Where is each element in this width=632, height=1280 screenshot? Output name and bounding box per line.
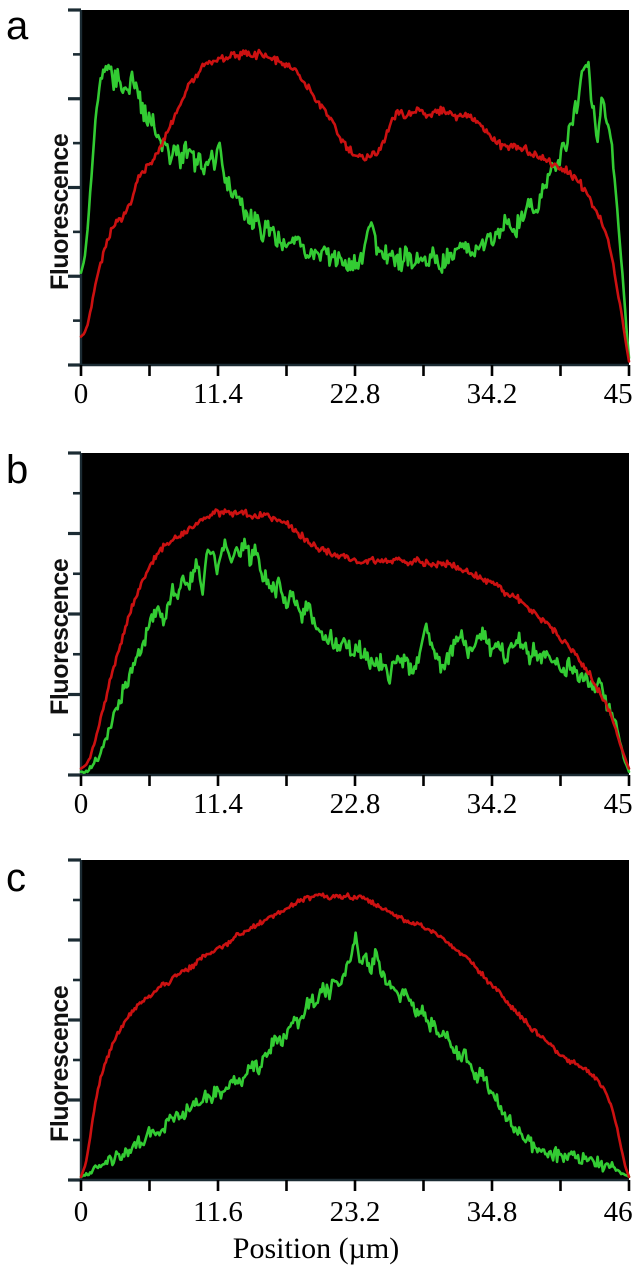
panel-a: a Fluorescence 011.422.834.245.2: [0, 0, 632, 430]
x-tick-label-a-0: 0: [74, 378, 89, 410]
plot-background-c: [81, 860, 629, 1180]
panel-b: b Fluorescence 011.422.834.245.2: [0, 440, 632, 850]
x-tick-label-c-2: 23.2: [330, 1196, 381, 1228]
panel-a-plot: 0 11.4 22.8 34.2 45.2: [68, 8, 632, 410]
panel-b-letter: b: [6, 448, 29, 492]
series-red-a: [79, 48, 631, 363]
series-green-c: [79, 931, 631, 1179]
x-tick-label-c-0: 0: [74, 1196, 89, 1228]
panel-c-letter: c: [6, 856, 26, 900]
series-green-b: [79, 537, 631, 775]
panel-a-letter: a: [6, 4, 29, 48]
x-tick-label-a-2: 22.8: [330, 378, 381, 410]
series-red-c: [79, 892, 631, 1179]
x-tick-label-b-4: 45.2: [604, 788, 632, 820]
panel-c: c Fluorescence 011.623.234.846.4 Positio…: [0, 850, 632, 1280]
x-tick-label-b-2: 22.8: [330, 788, 381, 820]
x-tick-label-c-1: 11.6: [193, 1196, 243, 1228]
panel-b-plot: 0 11.4 22.8 34.2 45.2: [68, 451, 632, 820]
x-tick-label-a-1: 11.4: [193, 378, 243, 410]
x-tick-label-a-3: 34.2: [467, 378, 518, 410]
series-red-b: [79, 508, 631, 770]
x-axis-label: Position (µm): [232, 1232, 400, 1265]
x-tick-label-b-3: 34.2: [467, 788, 518, 820]
x-tick-label-c-3: 34.8: [467, 1196, 518, 1228]
panel-c-plot: 0 11.6 23.2 34.8 46.4: [68, 858, 632, 1228]
plot-background-a: [81, 10, 629, 365]
x-tick-label-b-0: 0: [74, 788, 89, 820]
series-green-a: [79, 60, 631, 360]
x-tick-label-c-4: 46.4: [604, 1196, 632, 1228]
x-tick-label-a-4: 45.2: [604, 378, 632, 410]
x-tick-label-b-1: 11.4: [193, 788, 243, 820]
